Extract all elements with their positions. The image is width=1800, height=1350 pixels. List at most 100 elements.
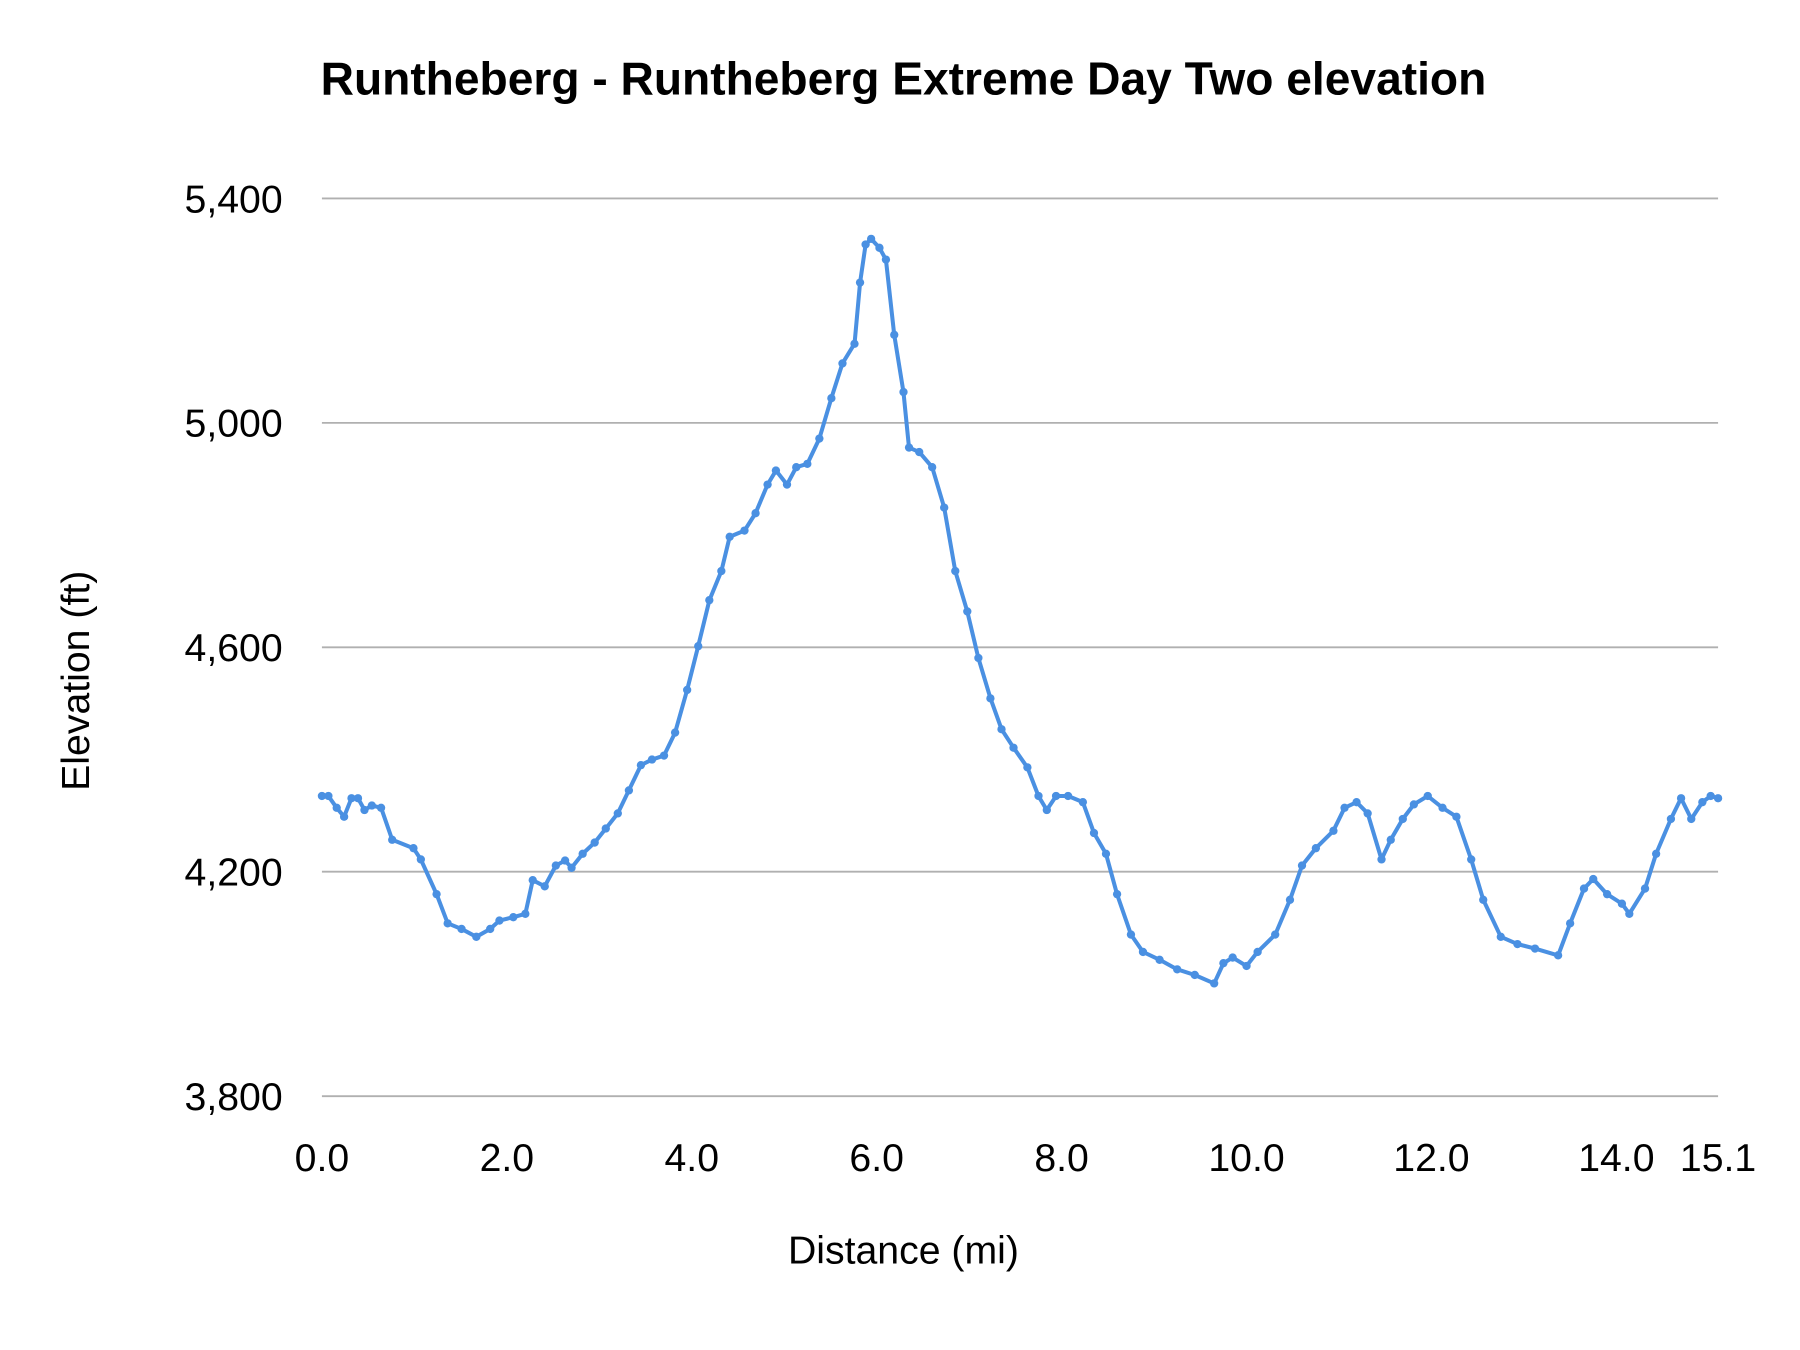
data-point — [647, 755, 657, 764]
data-point — [1352, 798, 1361, 807]
data-point — [986, 694, 995, 703]
data-point — [827, 394, 836, 403]
elevation-markers — [317, 234, 1723, 988]
data-point — [1553, 951, 1563, 960]
data-point — [763, 480, 772, 489]
data-point — [803, 459, 812, 468]
data-point — [457, 924, 466, 934]
data-point — [317, 791, 327, 801]
data-point — [705, 596, 714, 605]
data-point — [670, 728, 680, 737]
data-point — [1219, 959, 1228, 968]
data-point — [495, 916, 504, 925]
data-point — [636, 760, 646, 770]
data-point — [659, 751, 669, 760]
data-point — [324, 791, 333, 801]
data-point — [528, 875, 537, 885]
data-point — [1311, 844, 1321, 853]
data-point — [1617, 899, 1627, 908]
data-point — [904, 443, 914, 452]
gridlines — [321, 197, 1719, 1098]
data-point — [792, 463, 801, 472]
data-point — [590, 838, 599, 847]
data-point — [899, 387, 908, 397]
data-point — [443, 919, 452, 928]
x-tick-label: 10.0 — [1208, 1136, 1284, 1180]
data-point — [1009, 743, 1018, 752]
x-tick-label: 0.0 — [295, 1136, 350, 1180]
data-point — [1242, 961, 1251, 971]
data-point — [601, 824, 610, 833]
data-point — [1042, 805, 1051, 815]
data-point — [1676, 794, 1686, 803]
y-tick-label: 3,800 — [185, 1075, 283, 1119]
data-point — [740, 526, 749, 535]
data-point — [551, 861, 561, 870]
data-point — [376, 803, 386, 812]
data-point — [1666, 814, 1676, 824]
data-point — [1051, 791, 1061, 801]
data-point — [1423, 791, 1432, 801]
x-axis-ticks: 0.0 2.0 4.0 6.0 8.0 10.0 12.0 14.0 15.1 — [295, 1136, 1757, 1180]
data-point — [1579, 884, 1589, 893]
data-point — [1285, 895, 1295, 904]
data-point — [866, 234, 876, 244]
data-point — [928, 463, 937, 472]
data-point — [1340, 803, 1349, 812]
data-point — [472, 932, 481, 941]
data-point — [1253, 947, 1262, 957]
data-point — [875, 243, 884, 252]
data-point — [1452, 812, 1461, 821]
y-tick-label: 5,400 — [185, 177, 283, 221]
data-point — [332, 803, 341, 812]
data-point — [1190, 970, 1199, 980]
data-point — [360, 805, 369, 815]
data-point — [560, 856, 570, 865]
data-point — [1297, 861, 1307, 870]
data-point — [725, 532, 734, 541]
data-point — [1687, 814, 1696, 824]
data-point — [940, 503, 949, 512]
data-point — [509, 913, 518, 922]
data-point — [974, 653, 983, 663]
data-point — [1398, 814, 1407, 824]
y-axis-ticks: 3,800 4,200 4,600 5,000 5,400 — [185, 177, 283, 1119]
y-tick-label: 4,200 — [185, 851, 283, 895]
data-point — [1173, 965, 1182, 974]
x-axis-label: Distance (mi) — [788, 1228, 1019, 1272]
data-point — [567, 863, 576, 872]
data-point — [1210, 979, 1219, 988]
data-point — [1101, 849, 1111, 858]
data-point — [1602, 890, 1612, 899]
data-point — [624, 786, 634, 795]
data-point — [1112, 890, 1122, 899]
data-point — [951, 566, 960, 576]
data-point — [782, 480, 792, 489]
data-point — [1329, 826, 1338, 835]
data-point — [347, 794, 356, 803]
data-point — [1651, 849, 1661, 858]
x-tick-label: 14.0 — [1578, 1136, 1654, 1180]
data-point — [486, 924, 495, 934]
x-tick-label: 4.0 — [664, 1136, 719, 1180]
data-point — [1377, 855, 1386, 864]
data-point — [717, 566, 726, 576]
data-point — [815, 434, 824, 443]
data-point — [353, 794, 363, 803]
data-point — [1438, 803, 1447, 812]
data-point — [1034, 791, 1043, 801]
data-point — [855, 278, 865, 287]
data-point — [540, 882, 549, 891]
data-point — [1078, 798, 1088, 807]
data-point — [682, 685, 692, 695]
data-point — [838, 359, 847, 368]
data-point — [1496, 932, 1505, 941]
data-point — [771, 466, 781, 475]
data-point — [1126, 930, 1136, 939]
data-point — [1228, 953, 1237, 962]
data-point — [416, 855, 426, 864]
data-point — [881, 255, 891, 264]
data-point — [751, 509, 760, 518]
x-tick-label: 2.0 — [480, 1136, 535, 1180]
